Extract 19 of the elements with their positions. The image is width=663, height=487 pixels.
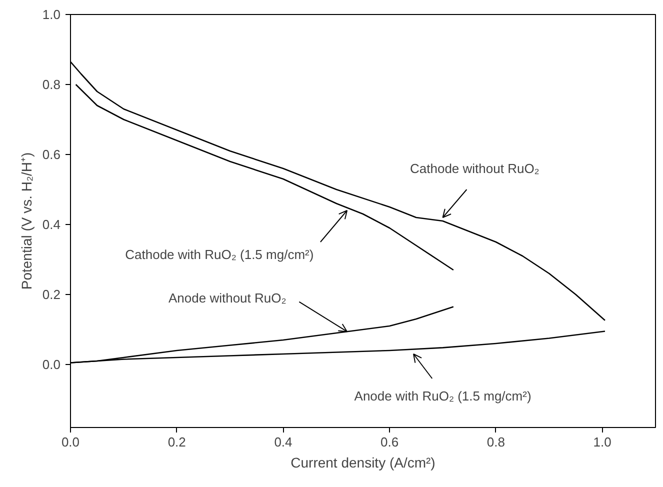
y-tick-label: 0.8 — [42, 77, 61, 92]
y-axis-title: Potential (V vs. H₂/H⁺) — [18, 152, 34, 290]
x-tick-label: 0.0 — [61, 434, 80, 450]
y-tick-label: 0.4 — [42, 217, 61, 232]
x-tick-label: 0.2 — [168, 434, 186, 450]
annotation: Cathode with RuO₂ (1.5 mg/cm²) — [125, 246, 314, 262]
x-tick-label: 1.0 — [593, 434, 612, 450]
y-tick-label: 0.2 — [42, 287, 61, 302]
x-axis-title: Current density (A/cm²) — [290, 454, 436, 470]
x-tick-label: 0.8 — [486, 434, 505, 450]
y-tick-label: 0.6 — [42, 147, 61, 162]
x-tick-label: 0.4 — [274, 434, 292, 450]
annotation: Anode with RuO₂ (1.5 mg/cm²) — [354, 388, 532, 404]
line-series — [70, 61, 606, 322]
annotation: Anode without RuO₂ — [168, 290, 286, 306]
annotation: Cathode without RuO₂ — [410, 161, 540, 176]
x-tick-label: 0.6 — [380, 434, 399, 450]
y-tick-label: 1.0 — [42, 7, 61, 22]
y-tick-label: 0.0 — [42, 357, 61, 372]
